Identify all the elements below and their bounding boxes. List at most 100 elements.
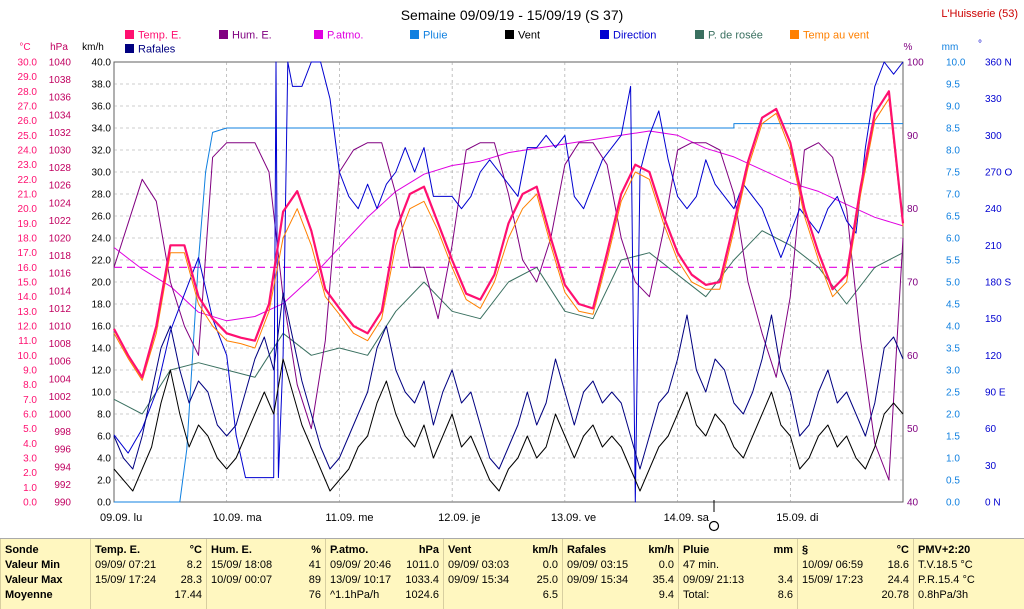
rain-tick-label: 6.5 bbox=[946, 212, 960, 223]
hum-tick-label: 100 bbox=[907, 58, 924, 69]
wind-tick-label: 2.0 bbox=[97, 476, 111, 487]
press-tick-label: 1022 bbox=[49, 216, 72, 227]
stats-header: PMV+2:20 bbox=[918, 544, 971, 556]
series-tempvent bbox=[113, 98, 904, 381]
day-label: 11.09. me bbox=[325, 512, 373, 524]
wind-tick-label: 24.0 bbox=[92, 234, 112, 245]
temp-tick-label: 14.0 bbox=[18, 292, 38, 303]
hum-unit-label: % bbox=[904, 42, 913, 53]
rain-tick-label: 2.0 bbox=[946, 410, 960, 421]
wind-tick-label: 18.0 bbox=[92, 300, 112, 311]
stats-row: 13/09/ 10:17 1033.4 bbox=[330, 574, 439, 586]
hum-tick-label: 40 bbox=[907, 498, 919, 509]
temp-tick-label: 24.0 bbox=[18, 146, 38, 157]
wind-tick-label: 32.0 bbox=[92, 146, 112, 157]
temp-tick-label: 3.0 bbox=[23, 454, 37, 465]
stats-row: 10/09/ 00:07 89 bbox=[211, 574, 321, 586]
wind-tick-label: 34.0 bbox=[92, 124, 112, 135]
stats-column: Hum. E.% 15/09/ 18:08 41 10/09/ 00:07 89 76 bbox=[206, 539, 325, 609]
temp-tick-label: 20.0 bbox=[18, 204, 38, 215]
legend-label: Temp. E. bbox=[138, 30, 181, 42]
temp-tick-label: 19.0 bbox=[18, 219, 38, 230]
wind-tick-label: 8.0 bbox=[97, 410, 111, 421]
stats-row: 09/09/ 07:21 8.2 bbox=[95, 559, 202, 571]
press-tick-label: 996 bbox=[54, 445, 71, 456]
hum-tick-label: 50 bbox=[907, 424, 919, 435]
chart-title: Semaine 09/09/19 - 15/09/19 (S 37) bbox=[401, 7, 624, 23]
temp-tick-label: 15.0 bbox=[18, 278, 38, 289]
dir-tick-label: 30 bbox=[985, 461, 997, 472]
station-name: L'Huisserie (53) bbox=[941, 8, 1018, 20]
legend-swatch bbox=[314, 30, 323, 39]
wind-tick-label: 40.0 bbox=[92, 58, 112, 69]
dir-tick-label: 270 O bbox=[985, 168, 1012, 179]
stats-row: 09/09/ 21:13 3.4 bbox=[683, 574, 793, 586]
press-tick-label: 1040 bbox=[49, 58, 72, 69]
stats-column: Temp. E. °C 09/09/ 07:21 8.2 15/09/ 17:24 28.… bbox=[90, 539, 206, 609]
temp-tick-label: 28.0 bbox=[18, 87, 38, 98]
hum-tick-label: 90 bbox=[907, 131, 919, 142]
temp-unit-label: °C bbox=[19, 42, 30, 53]
stats-column: Rafales km/h 09/09/ 03:15 0.0 09/09/ 15:34 35… bbox=[562, 539, 678, 609]
rain-tick-label: 8.0 bbox=[946, 146, 960, 157]
stats-row: 20.78 bbox=[881, 589, 909, 601]
temp-tick-label: 11.0 bbox=[18, 336, 37, 347]
stats-header: § °C bbox=[802, 544, 909, 556]
rain-tick-label: 3.5 bbox=[946, 344, 960, 355]
stats-column: Pluie mm 47 min. 09/09/ 21:13 3.4 Total: 8.6 bbox=[678, 539, 797, 609]
temp-tick-label: 23.0 bbox=[18, 160, 38, 171]
rain-tick-label: 7.0 bbox=[946, 190, 960, 201]
rain-tick-label: 9.5 bbox=[946, 80, 960, 91]
stats-row: 09/09/ 03:03 0.0 bbox=[448, 559, 558, 571]
stats-row: 09/09/ 03:15 0.0 bbox=[567, 559, 674, 571]
day-label: 14.09. sa bbox=[664, 512, 710, 524]
press-tick-label: 1018 bbox=[49, 251, 72, 262]
legend-swatch bbox=[505, 30, 514, 39]
press-tick-label: 1038 bbox=[49, 75, 72, 86]
temp-tick-label: 5.0 bbox=[23, 424, 37, 435]
series-vent bbox=[113, 358, 904, 492]
wind-tick-label: 22.0 bbox=[92, 256, 112, 267]
press-tick-label: 1024 bbox=[49, 198, 72, 209]
temp-tick-label: 22.0 bbox=[18, 175, 38, 186]
legend-label: P.atmo. bbox=[327, 30, 364, 42]
press-tick-label: 1016 bbox=[49, 269, 72, 280]
stats-row: T.V.18.5 °C bbox=[918, 559, 973, 571]
temp-tick-label: 4.0 bbox=[23, 439, 37, 450]
wind-tick-label: 16.0 bbox=[92, 322, 112, 333]
stats-column: § °C 10/09/ 06:59 18.6 15/09/ 17:23 24.4 20.78 bbox=[797, 539, 913, 609]
wind-tick-label: 4.0 bbox=[97, 454, 111, 465]
legend-swatch bbox=[695, 30, 704, 39]
stats-row: 6.5 bbox=[542, 589, 558, 601]
press-unit-label: hPa bbox=[50, 42, 68, 53]
legend-label: Rafales bbox=[138, 44, 176, 56]
legend-label: Temp au vent bbox=[803, 30, 869, 42]
stats-row: Moyenne bbox=[5, 589, 53, 601]
day-label: 09.09. lu bbox=[100, 512, 142, 524]
rain-unit-label: mm bbox=[942, 42, 959, 53]
series-group bbox=[113, 61, 905, 503]
wind-tick-label: 26.0 bbox=[92, 212, 112, 223]
temp-tick-label: 9.0 bbox=[23, 366, 37, 377]
press-tick-label: 1030 bbox=[49, 146, 72, 157]
stats-header: Rafales km/h bbox=[567, 544, 674, 556]
wind-tick-label: 30.0 bbox=[92, 168, 112, 179]
statistics-table: Sonde Valeur Min Valeur Max Moyenne Temp. E.… bbox=[0, 538, 1024, 609]
rain-tick-label: 8.5 bbox=[946, 124, 960, 135]
temp-tick-label: 21.0 bbox=[18, 190, 38, 201]
temp-tick-label: 2.0 bbox=[23, 468, 37, 479]
stats-row: 15/09/ 17:24 28.3 bbox=[95, 574, 202, 586]
series-patmo bbox=[113, 130, 904, 322]
press-tick-label: 1026 bbox=[49, 181, 72, 192]
stats-column: Vent km/h 09/09/ 03:03 0.0 09/09/ 15:34 25.0 6… bbox=[443, 539, 562, 609]
rain-tick-label: 5.5 bbox=[946, 256, 960, 267]
press-tick-label: 1006 bbox=[49, 357, 72, 368]
stats-header: Hum. E.% bbox=[211, 544, 321, 556]
series-temp bbox=[113, 90, 905, 379]
series-rosee bbox=[113, 230, 904, 415]
dir-tick-label: 150 bbox=[985, 314, 1002, 325]
stats-row: 10/09/ 06:59 18.6 bbox=[802, 559, 909, 571]
wind-tick-label: 28.0 bbox=[92, 190, 112, 201]
wind-tick-label: 10.0 bbox=[92, 388, 112, 399]
stats-row: P.R.15.4 °C bbox=[918, 574, 975, 586]
